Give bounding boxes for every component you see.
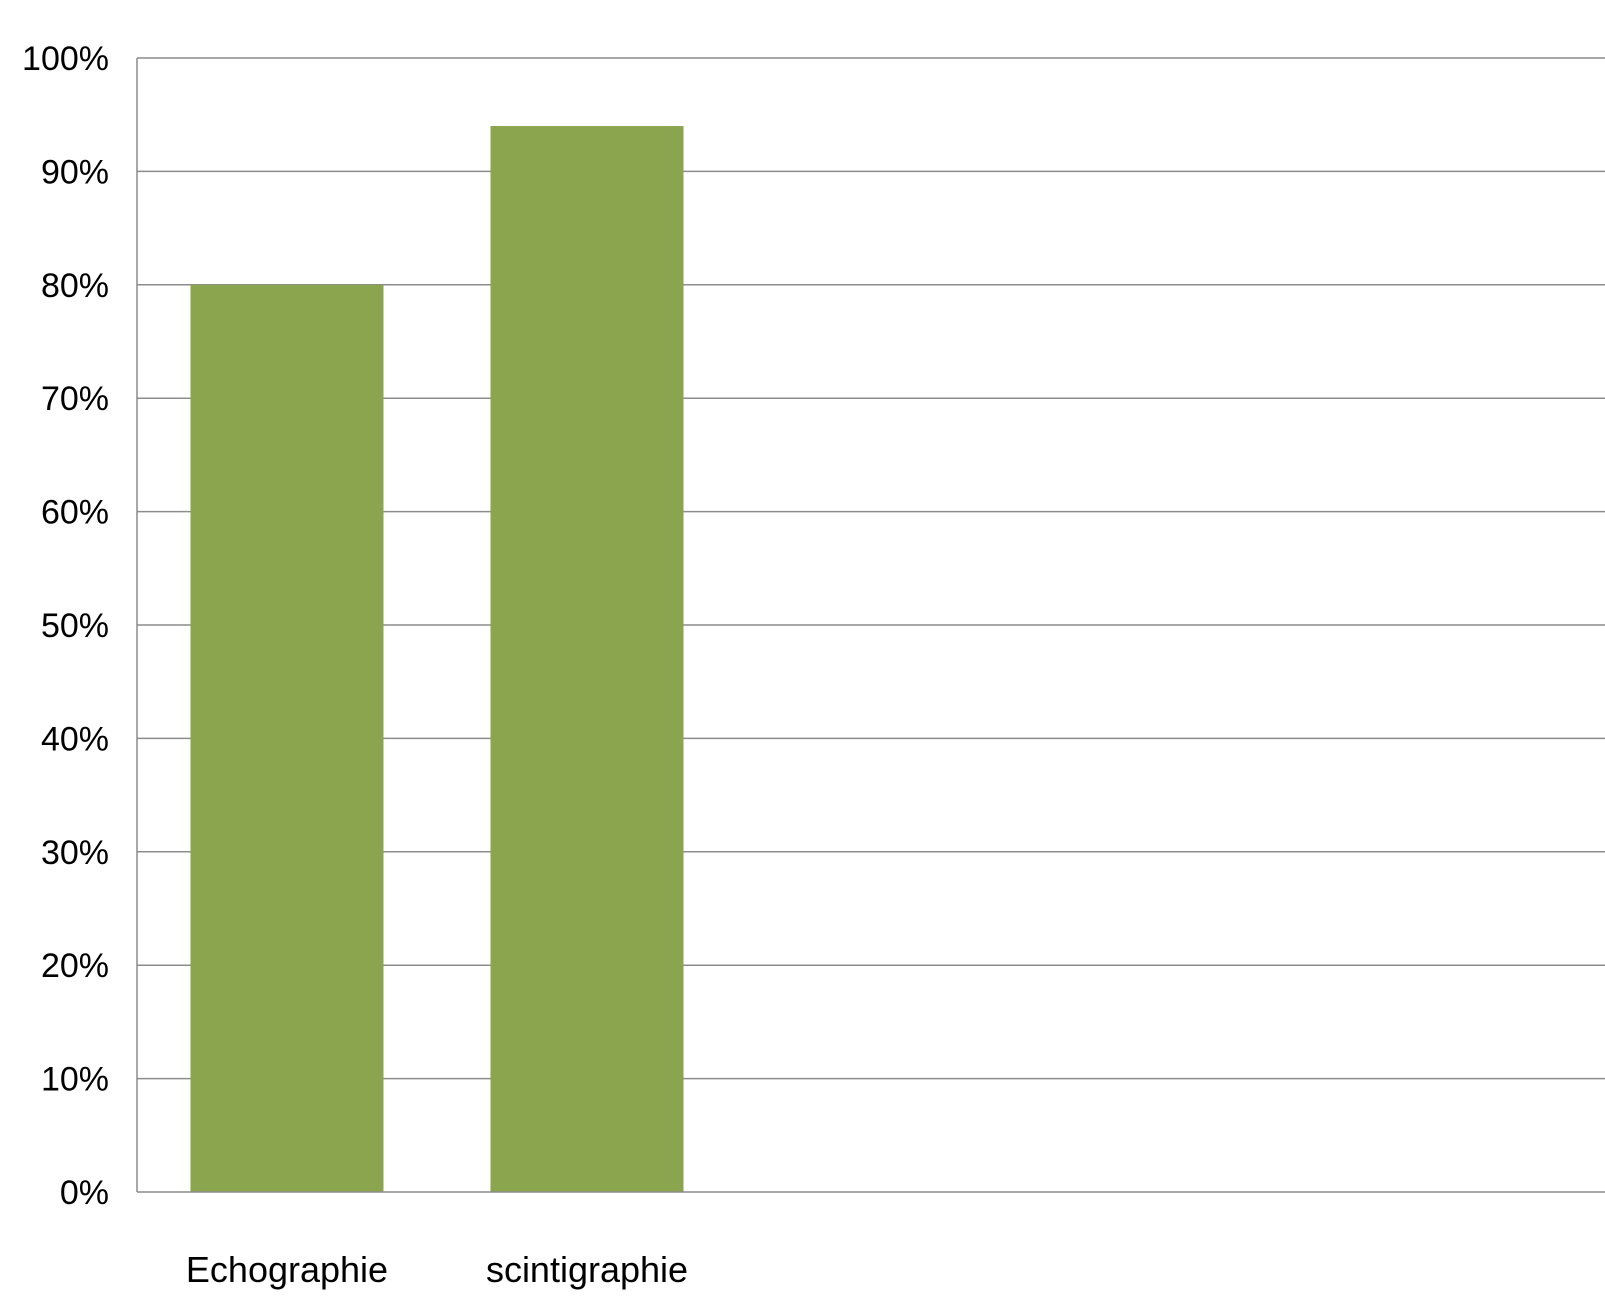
y-tick-label-20: 20% bbox=[41, 947, 109, 985]
y-axis-tick-labels: 0% 10% 20% 30% 40% 50% 60% 70% 80% 90% 100% bbox=[22, 40, 109, 1212]
y-tick-label-50: 50% bbox=[41, 607, 109, 645]
x-category-label-scintigraphie: scintigraphie bbox=[486, 1249, 688, 1290]
x-category-label-echographie: Echographie bbox=[186, 1249, 388, 1290]
y-tick-label-60: 60% bbox=[41, 494, 109, 532]
y-tick-label-70: 70% bbox=[41, 380, 109, 418]
y-tick-label-100: 100% bbox=[22, 40, 109, 78]
bar-scintigraphie bbox=[490, 126, 684, 1192]
y-tick-label-80: 80% bbox=[41, 267, 109, 305]
y-tick-label-10: 10% bbox=[41, 1061, 109, 1099]
y-tick-label-30: 30% bbox=[41, 834, 109, 872]
x-axis-category-labels: Echographie scintigraphie bbox=[186, 1249, 688, 1290]
bar-layer bbox=[190, 126, 684, 1192]
axis-layer bbox=[136, 58, 1605, 1193]
y-tick-label-40: 40% bbox=[41, 720, 109, 758]
y-tick-label-0: 0% bbox=[60, 1174, 109, 1212]
y-tick-label-90: 90% bbox=[41, 153, 109, 191]
bar-echographie bbox=[190, 284, 384, 1192]
